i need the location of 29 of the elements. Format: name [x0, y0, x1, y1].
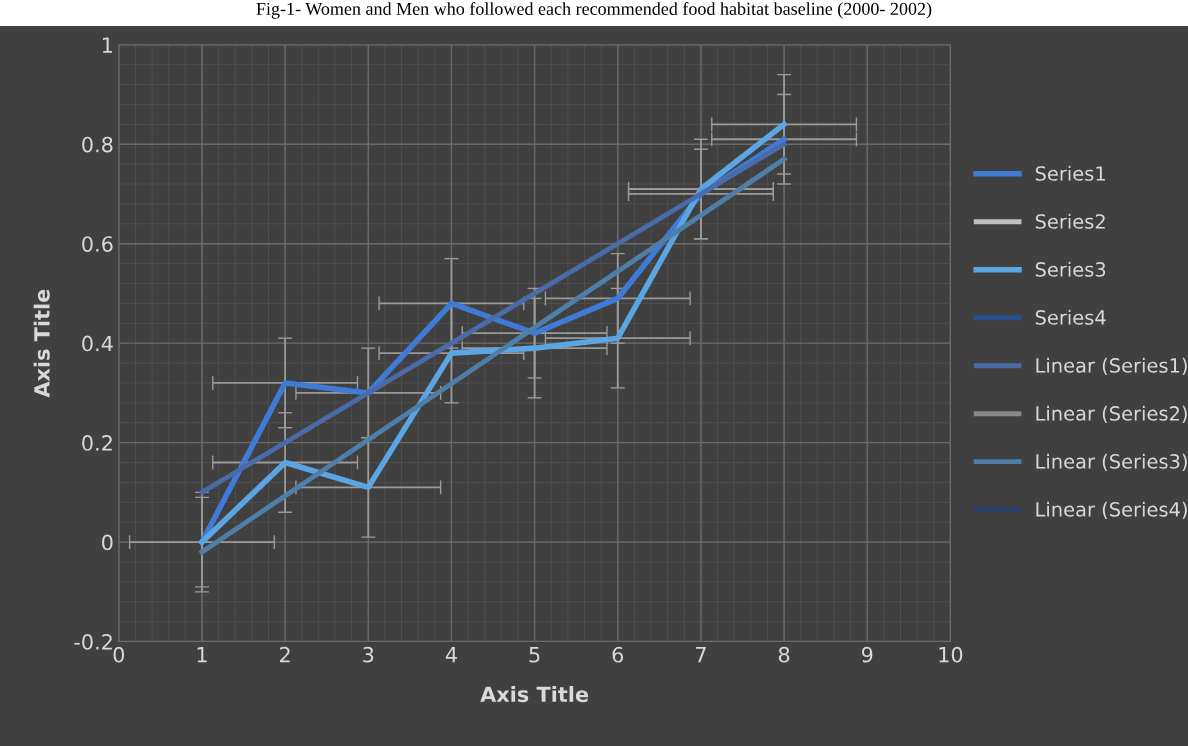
x-axis-title: Axis Title — [480, 686, 589, 703]
y-tick-label: 0.8 — [82, 136, 113, 153]
x-tick-label: 7 — [696, 647, 706, 663]
x-tick-label: 1 — [197, 647, 207, 663]
x-tick-label: 2 — [280, 646, 290, 663]
legend-label: Series3 — [1035, 261, 1106, 277]
y-tick-label: 0.2 — [82, 435, 112, 451]
x-tick-label: 3 — [363, 646, 374, 663]
x-tick-label: 0 — [113, 646, 125, 663]
x-tick-label: 8 — [778, 646, 790, 663]
y-tick-label: 0.4 — [82, 335, 113, 352]
legend-label: Linear (Series3) — [1036, 453, 1187, 472]
x-tick-label: 4 — [445, 647, 457, 663]
legend-label: Linear (Series1) — [1036, 357, 1187, 376]
y-tick-label: -0.2 — [74, 634, 112, 650]
x-tick-label: 10 — [939, 646, 963, 663]
x-tick-label: 5 — [529, 647, 540, 663]
legend-label: Series1 — [1035, 165, 1105, 181]
y-tick-label: 1 — [102, 37, 113, 53]
legend-label: Series2 — [1035, 213, 1105, 229]
y-tick-label: 0.6 — [82, 236, 113, 252]
y-tick-label: 0 — [102, 534, 113, 551]
y-axis-title: Axis Title — [33, 289, 50, 398]
legend-label: Linear (Series2) — [1036, 405, 1187, 424]
x-tick-label: 9 — [861, 646, 873, 663]
chart-title: Fig-1- Women and Men who followed each recommended food habitat baseline (2000- 2002) — [256, 2, 932, 19]
legend-label: Series4 — [1035, 309, 1106, 325]
legend-label: Linear (Series4) — [1036, 501, 1187, 520]
x-tick-label: 6 — [612, 646, 624, 663]
